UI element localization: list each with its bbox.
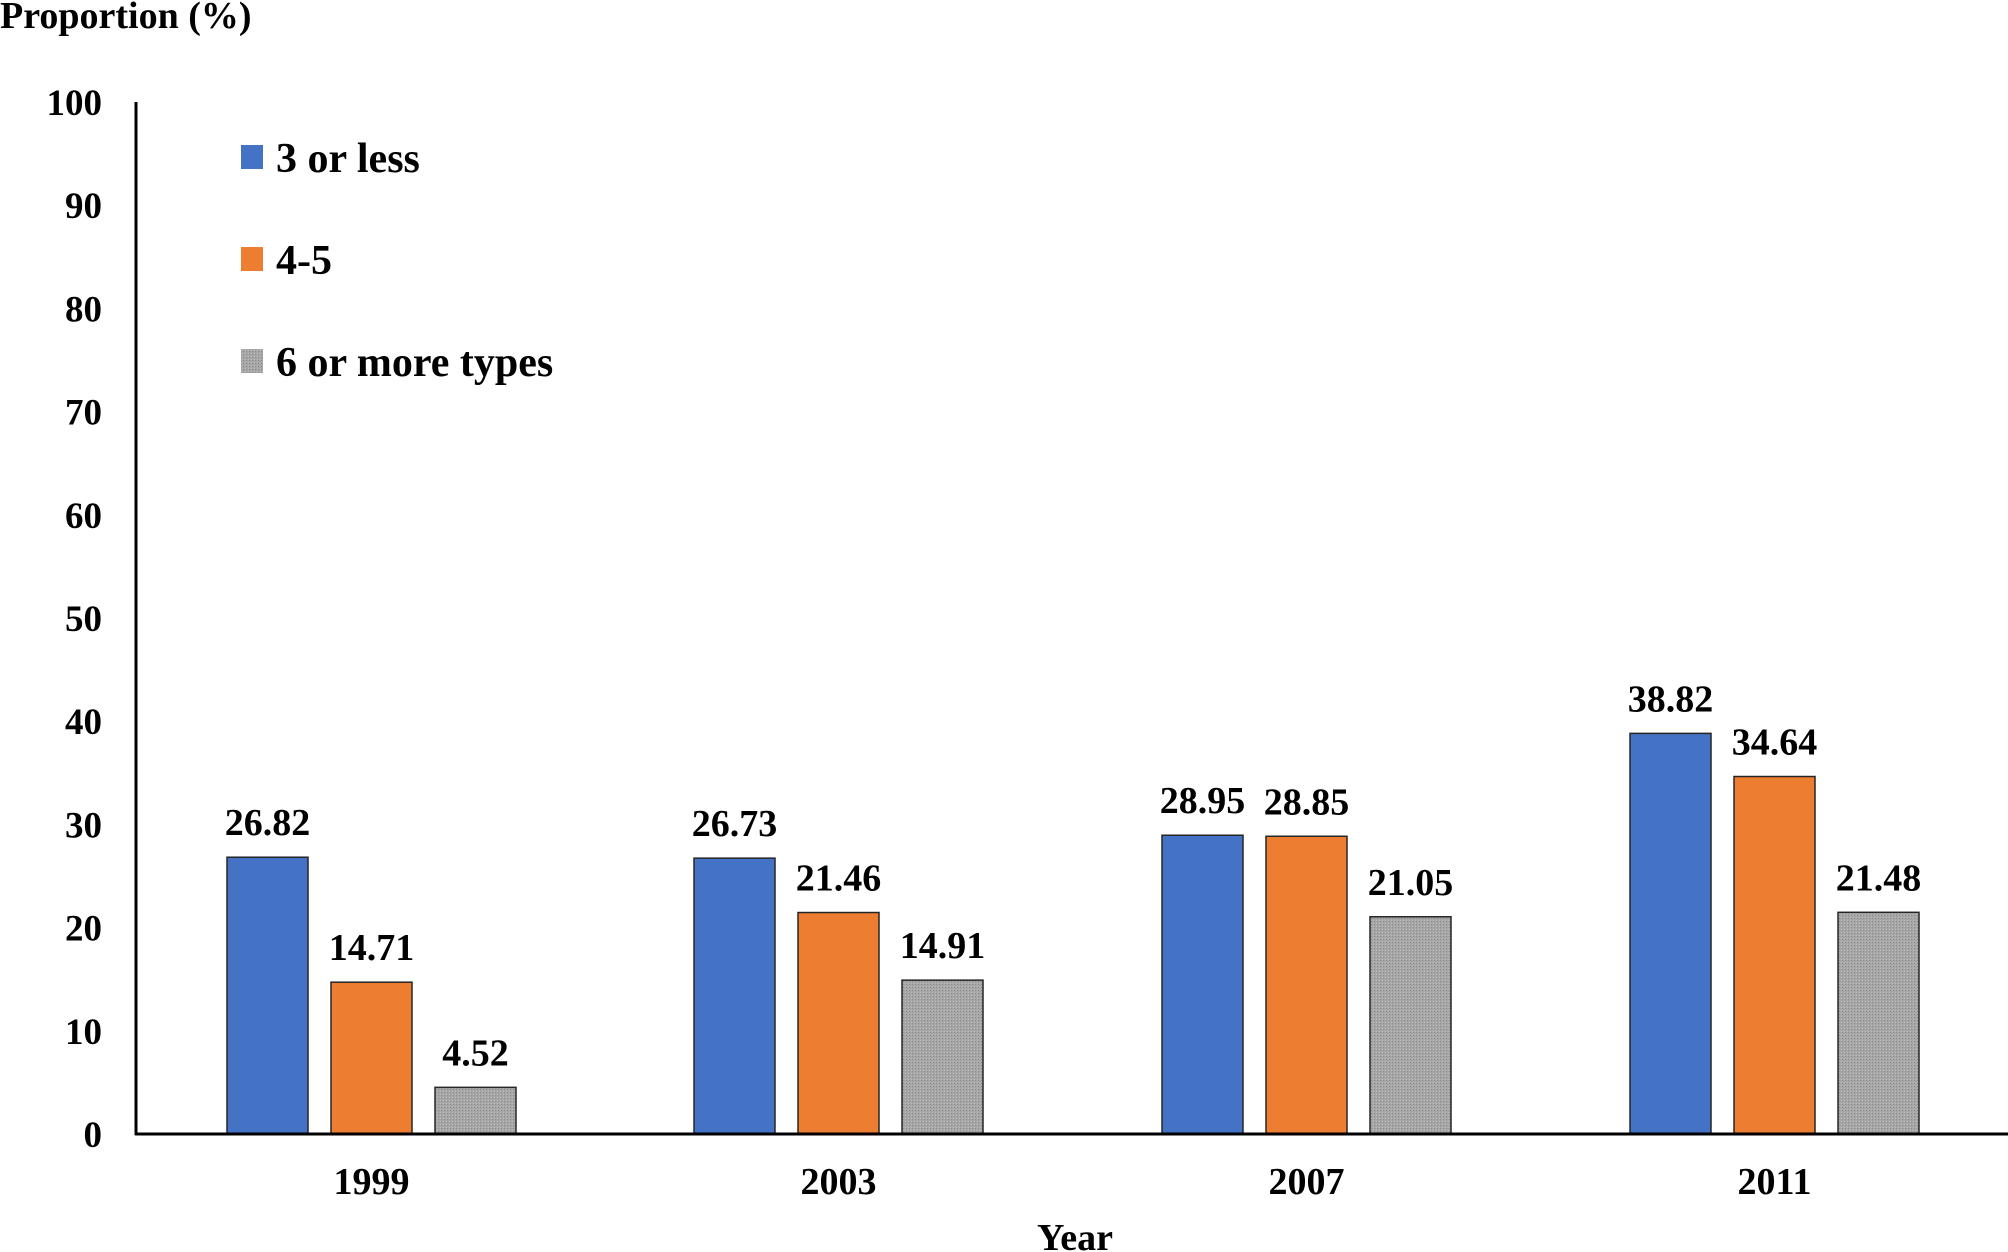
y-tick-label: 90 [65, 186, 102, 227]
bar-4-5-2003 [797, 911, 880, 1135]
bar-6-or-more-types-2007 [1369, 916, 1452, 1135]
x-tick-label: 2007 [1269, 1161, 1345, 1203]
y-tick-label: 30 [65, 805, 102, 846]
data-label: 26.82 [225, 802, 311, 844]
y-tick-label: 80 [65, 289, 102, 330]
y-tick-label: 50 [65, 599, 102, 640]
legend-swatch-4-5 [241, 247, 263, 271]
bars-group [226, 732, 1920, 1135]
y-tick-label: 0 [84, 1115, 103, 1156]
data-label: 14.71 [329, 927, 415, 969]
data-label: 28.95 [1160, 780, 1246, 822]
legend-label-3-or-less: 3 or less [276, 136, 420, 182]
y-tick-label: 40 [65, 702, 102, 743]
y-tick-label: 60 [65, 496, 102, 537]
data-label: 28.85 [1264, 781, 1350, 823]
legend-label-4-5: 4-5 [276, 238, 332, 284]
legend: 3 or less 4-5 6 or more types [241, 136, 553, 386]
x-tick-label: 1999 [334, 1161, 410, 1203]
legend-swatch-6-or-more-types [241, 349, 263, 373]
y-tick-label: 10 [65, 1012, 102, 1053]
y-tick-label: 100 [47, 83, 103, 124]
x-axis-ticks: 1999 2003 2007 2011 [334, 1161, 1812, 1203]
x-tick-label: 2003 [801, 1161, 877, 1203]
data-label: 21.05 [1368, 862, 1454, 904]
data-label: 38.82 [1628, 678, 1714, 720]
legend-label-6-or-more-types: 6 or more types [276, 340, 553, 386]
y-tick-label: 70 [65, 393, 102, 434]
y-tick-label: 20 [65, 909, 102, 950]
data-label: 14.91 [900, 925, 986, 967]
x-axis-title: Year [1037, 1217, 1113, 1252]
bar-3-or-less-1999 [226, 856, 309, 1135]
data-label: 21.48 [1836, 857, 1922, 899]
bar-6-or-more-types-2011 [1837, 911, 1920, 1135]
bar-4-5-2007 [1265, 835, 1348, 1135]
x-tick-label: 2011 [1738, 1161, 1812, 1203]
y-axis-title: Proportion (%) [0, 0, 252, 37]
bar-4-5-2011 [1733, 775, 1816, 1135]
bar-3-or-less-2007 [1161, 834, 1244, 1135]
bar-6-or-more-types-1999 [434, 1086, 517, 1135]
data-labels-group: 26.82 26.73 28.95 38.82 14.71 21.46 28.85 34.64… [225, 678, 1922, 1074]
bar-3-or-less-2003 [693, 857, 776, 1135]
legend-swatch-3-or-less [241, 145, 263, 169]
data-label: 4.52 [442, 1032, 509, 1074]
data-label: 21.46 [796, 858, 882, 900]
bar-4-5-1999 [330, 981, 413, 1135]
bar-6-or-more-types-2003 [901, 979, 984, 1135]
data-label: 26.73 [692, 803, 778, 845]
data-label: 34.64 [1732, 722, 1818, 764]
y-axis-ticks: 0 10 20 30 40 50 60 70 80 90 100 [47, 83, 103, 1156]
bar-3-or-less-2011 [1629, 732, 1712, 1135]
